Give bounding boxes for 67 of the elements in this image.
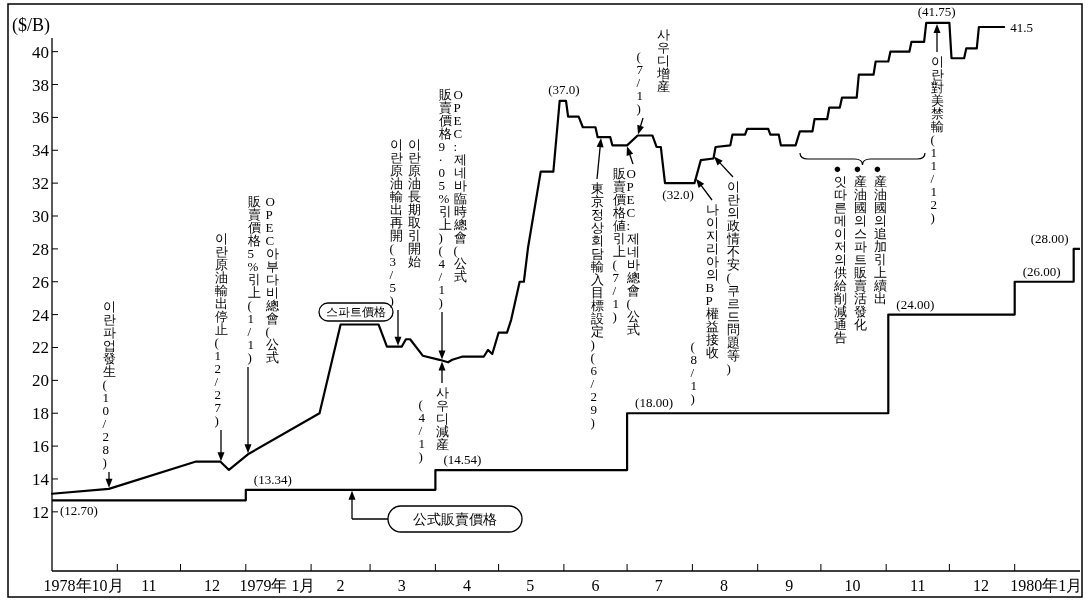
data-label: (14.54) (443, 452, 482, 468)
x-tick-label: 12 (972, 577, 989, 594)
annotation: 사우디減産 (435, 385, 449, 452)
x-tick-label: 10 (844, 577, 861, 594)
y-tick-label: 16 (32, 437, 49, 457)
y-tick-label: 24 (32, 305, 50, 325)
text: 東京정상회담輸入目標設定)(6/29) (590, 181, 604, 430)
annotation: (7/1) (636, 49, 643, 116)
text: 이란 原油輸出再開(3/5) (389, 137, 403, 308)
x-tick-label: 1979年 1月 (239, 577, 316, 594)
y-tick-label: 30 (32, 207, 49, 227)
y-tick-label: 32 (32, 174, 49, 194)
annotation: 41.5 (1010, 20, 1033, 36)
y-tick-label: 36 (32, 108, 49, 128)
data-label: (28.00) (1030, 230, 1069, 246)
x-tick-label: 5 (526, 577, 535, 594)
annotation: 사우디 增産 (656, 27, 670, 94)
text: 販賣價格値引上(7/1) (612, 166, 626, 324)
text: OPEC:제네바 臨時總會(公式 (453, 87, 467, 284)
x-tick-label: 2 (336, 577, 345, 594)
x-tick-label: 11 (141, 577, 157, 594)
annotation: (4/1) (418, 397, 425, 464)
annotation: (41.75) (917, 3, 956, 19)
x-tick-label: 8 (719, 577, 728, 594)
y-tick-label: 22 (32, 338, 49, 358)
text: 販賣價格5%引上(1/1) (247, 194, 261, 365)
text: 이란對美禁輸(11/12) (930, 54, 944, 225)
text: 販賣價格9·05%引上)(4/1) (438, 87, 452, 310)
text: 이란 原油長期取引開始 (407, 137, 421, 269)
x-tick-label: 9 (785, 577, 794, 594)
data-label: (18.00) (635, 395, 674, 411)
text: 나이지리아의 BP權益接收 (705, 202, 719, 360)
annotation: (8/1) (690, 339, 697, 406)
data-label: (13.34) (253, 471, 292, 487)
text: 이란의 政情不安(쿠르드問題等) (726, 179, 740, 376)
y-tick-label: 26 (32, 272, 49, 292)
y-tick-label: 12 (32, 502, 49, 522)
text: ●잇따른 메이저의 供給削減通告 (833, 161, 847, 345)
y-axis-title: ($/B) (12, 15, 50, 36)
data-label: (24.00) (896, 296, 935, 312)
y-tick-label: 38 (32, 75, 49, 95)
y-tick-label: 28 (32, 239, 49, 259)
y-tick-label: 40 (32, 42, 49, 62)
annotation: (37.0) (548, 81, 580, 97)
y-tick-label: 14 (32, 469, 50, 489)
x-tick-label: 1978年10月 (43, 577, 124, 594)
x-tick-label: 1980年1月 (1010, 577, 1083, 594)
x-tick-label: 11 (910, 577, 926, 594)
x-tick-label: 6 (591, 577, 600, 594)
text: OPEC:제네바總會(公式 (626, 166, 640, 337)
text: ●産油國의 스파트販賣活發化 (853, 161, 867, 332)
x-tick-label: 3 (397, 577, 406, 594)
y-tick-label: 18 (32, 404, 49, 424)
y-tick-label: 34 (32, 141, 50, 161)
series-label: 스파트價格 (326, 305, 386, 320)
x-tick-label: 12 (204, 577, 221, 594)
annotation: (32.0) (662, 187, 694, 203)
data-label: (12.70) (60, 503, 98, 519)
text: 이란파업發生(10/28) (102, 299, 116, 470)
text: 이란原油輸出停止(12/27) (214, 231, 228, 428)
legend-label: 公式販賣價格 (413, 512, 497, 528)
y-tick-label: 20 (32, 371, 49, 391)
x-tick-label: 7 (654, 577, 663, 594)
text: ●産油國의 追加引上續出 (873, 161, 887, 306)
data-label: (26.00) (1022, 263, 1061, 279)
text: OPEC아부다비總會(公式 (265, 194, 279, 365)
x-tick-label: 4 (462, 577, 471, 594)
